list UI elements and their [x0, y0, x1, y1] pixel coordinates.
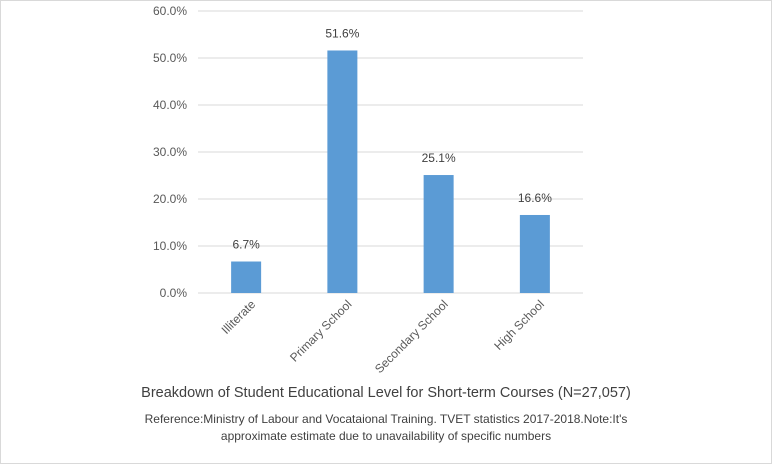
- y-axis-tick-labels: 0.0% 10.0% 20.0% 30.0% 40.0% 50.0% 60.0%: [153, 4, 187, 300]
- chart-title: Breakdown of Student Educational Level f…: [141, 385, 631, 401]
- y-tick-label: 30.0%: [153, 145, 187, 159]
- bar: [423, 175, 454, 293]
- y-tick-label: 50.0%: [153, 51, 187, 65]
- y-tick-label: 0.0%: [160, 286, 188, 300]
- x-tick-label: Secondary School: [372, 297, 451, 376]
- bar: [231, 261, 262, 293]
- bars: [231, 50, 550, 294]
- data-label: 51.6%: [325, 26, 359, 40]
- y-tick-label: 20.0%: [153, 192, 187, 206]
- gridlines: [198, 10, 583, 294]
- data-label: 16.6%: [518, 191, 552, 205]
- bar: [327, 50, 358, 294]
- bar-chart: 0.0% 10.0% 20.0% 30.0% 40.0% 50.0% 60.0% 6.7% 5…: [153, 4, 583, 376]
- x-tick-label: Primary School: [287, 297, 354, 364]
- data-label: 25.1%: [422, 151, 456, 165]
- chart-note: Reference:Ministry of Labour and Vocatai…: [0, 411, 772, 445]
- y-tick-label: 40.0%: [153, 98, 187, 112]
- x-tick-label: Illiterate: [219, 297, 259, 337]
- y-tick-label: 60.0%: [153, 4, 187, 18]
- data-labels: 6.7% 51.6% 25.1% 16.6%: [232, 26, 552, 251]
- x-tick-label: High School: [491, 297, 547, 353]
- bar: [519, 214, 550, 293]
- chart-note-line-1: Reference:Ministry of Labour and Vocatai…: [144, 412, 628, 426]
- chart-note-line-2: approximate estimate due to unavailabili…: [220, 429, 552, 443]
- data-label: 6.7%: [232, 238, 260, 252]
- y-tick-label: 10.0%: [153, 239, 187, 253]
- x-axis-tick-labels: Illiterate Primary School Secondary School…: [219, 297, 547, 376]
